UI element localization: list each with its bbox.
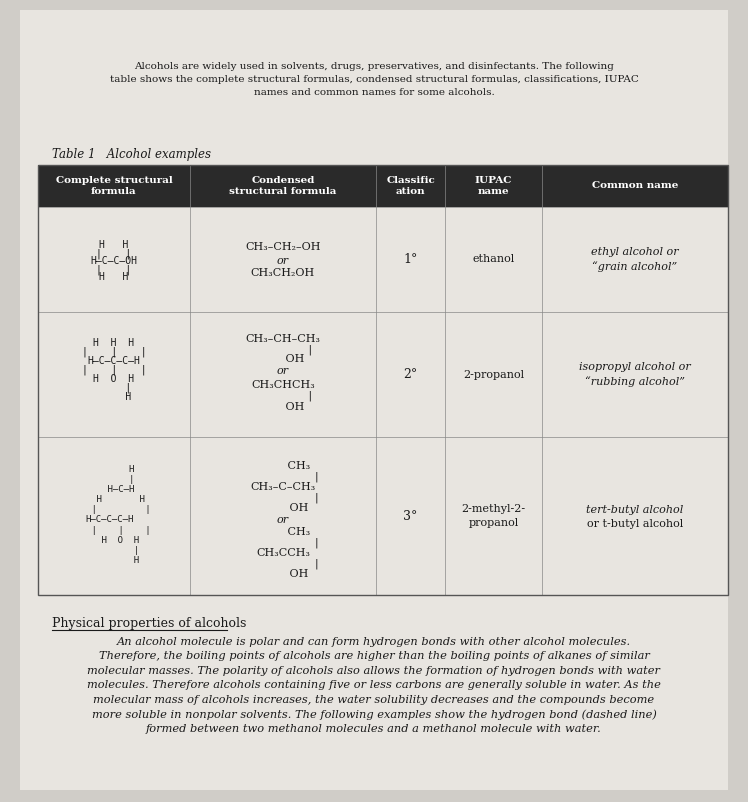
Text: H: H — [80, 557, 139, 565]
Text: H   H: H H — [99, 241, 129, 250]
Text: CH₃CHCH₃: CH₃CHCH₃ — [251, 379, 315, 390]
Text: Alcohols are widely used in solvents, drugs, preservatives, and disinfectants. T: Alcohols are widely used in solvents, dr… — [109, 62, 639, 97]
Bar — [38, 165, 728, 595]
Text: CH₃–C–CH₃: CH₃–C–CH₃ — [251, 482, 316, 492]
Text: H–C–C–C–H: H–C–C–C–H — [88, 355, 141, 366]
Text: |: | — [253, 391, 313, 401]
Text: or t-butyl alcohol: or t-butyl alcohol — [586, 519, 683, 529]
Text: OH: OH — [258, 569, 308, 579]
Text: OH: OH — [258, 503, 308, 513]
FancyBboxPatch shape — [20, 10, 728, 790]
Text: 1°: 1° — [403, 253, 418, 266]
Bar — [38, 207, 728, 312]
Text: or: or — [277, 515, 289, 525]
Text: An alcohol molecule is polar and can form hydrogen bonds with other alcohol mole: An alcohol molecule is polar and can for… — [87, 637, 661, 735]
Text: |: | — [86, 475, 134, 484]
Text: Table 1   Alcohol examples: Table 1 Alcohol examples — [52, 148, 211, 161]
Text: |    |: | | — [96, 249, 132, 259]
Text: H  H  H: H H H — [94, 338, 135, 347]
Text: CH₃CH₂OH: CH₃CH₂OH — [251, 269, 315, 278]
Text: H  O  H: H O H — [94, 374, 135, 383]
Text: Complete structural
formula: Complete structural formula — [55, 176, 172, 196]
Text: CH₃: CH₃ — [256, 461, 310, 471]
Text: H  O  H: H O H — [80, 536, 139, 545]
Text: CH₃–CH–CH₃: CH₃–CH–CH₃ — [245, 334, 320, 343]
Text: 3°: 3° — [403, 509, 418, 522]
Text: H–C–C–OH: H–C–C–OH — [91, 257, 138, 266]
Text: |: | — [96, 383, 132, 393]
Text: ethanol: ethanol — [472, 254, 515, 265]
Text: |    |    |: | | | — [70, 525, 150, 535]
Text: ethyl alcohol or
“grain alcohol”: ethyl alcohol or “grain alcohol” — [591, 247, 678, 272]
Text: |    |    |: | | | — [82, 346, 146, 357]
Text: OH: OH — [261, 354, 304, 364]
Bar — [38, 312, 728, 437]
Text: |: | — [246, 559, 320, 569]
Text: |: | — [253, 344, 313, 354]
Text: H–C–C–C–H: H–C–C–C–H — [86, 516, 134, 525]
Text: |: | — [246, 492, 320, 503]
Bar — [38, 437, 728, 595]
Text: tert-butyl alcohol: tert-butyl alcohol — [586, 505, 684, 515]
Text: CH₃–CH₂–OH: CH₃–CH₂–OH — [245, 242, 321, 253]
Text: |    |    |: | | | — [82, 364, 146, 375]
Text: Condensed
structural formula: Condensed structural formula — [230, 176, 337, 196]
Text: |    |: | | — [96, 264, 132, 275]
Text: H       H: H H — [75, 495, 145, 504]
Text: |: | — [80, 546, 139, 555]
Text: isopropyl alcohol or
“rubbing alcohol”: isopropyl alcohol or “rubbing alcohol” — [579, 362, 690, 387]
Text: IUPAC
name: IUPAC name — [475, 176, 512, 196]
Text: or: or — [277, 367, 289, 376]
Text: H   H: H H — [99, 273, 129, 282]
Text: 2°: 2° — [403, 368, 417, 381]
Text: |: | — [246, 538, 320, 549]
Text: OH: OH — [261, 402, 304, 411]
Text: H: H — [96, 391, 132, 402]
Text: 2-propanol: 2-propanol — [463, 370, 524, 379]
Text: or: or — [277, 256, 289, 265]
Text: Common name: Common name — [592, 181, 678, 191]
Text: H–C–H: H–C–H — [86, 485, 134, 494]
Text: Classific
ation: Classific ation — [386, 176, 435, 196]
Text: |: | — [246, 472, 320, 482]
Bar — [38, 165, 728, 207]
Text: |         |: | | — [70, 505, 150, 514]
Text: 2-methyl-2-
propanol: 2-methyl-2- propanol — [462, 504, 525, 528]
Text: Physical properties of alcohols: Physical properties of alcohols — [52, 617, 246, 630]
Text: CH₃CCH₃: CH₃CCH₃ — [256, 548, 310, 558]
Text: H: H — [86, 464, 134, 473]
Text: CH₃: CH₃ — [256, 527, 310, 537]
